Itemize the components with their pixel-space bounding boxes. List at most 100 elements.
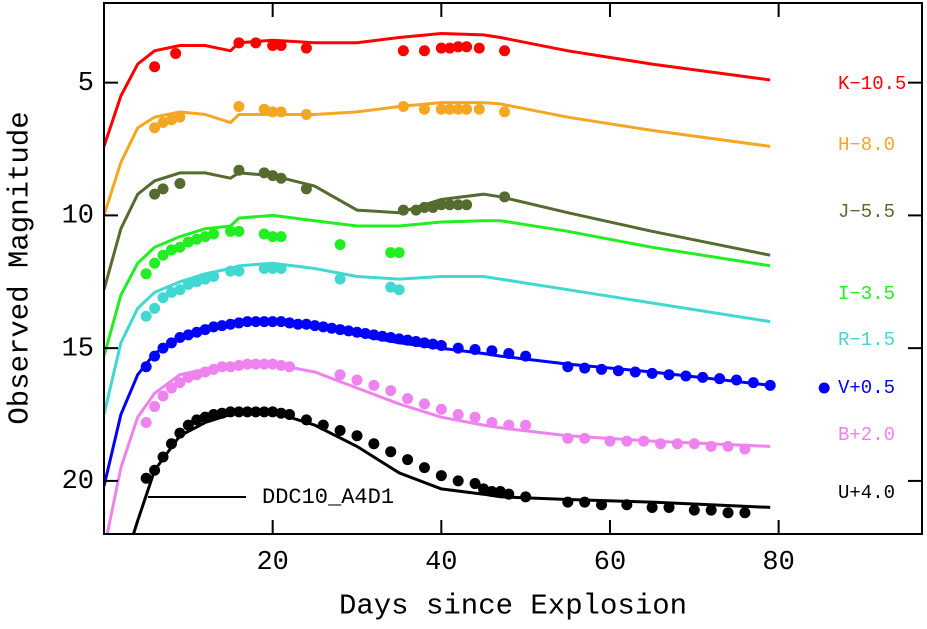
band-label: R−1.5 xyxy=(838,329,895,351)
observation xyxy=(646,367,658,379)
observation xyxy=(334,369,346,381)
observation xyxy=(300,414,312,426)
observation xyxy=(157,116,169,128)
observation xyxy=(435,42,447,54)
observation xyxy=(469,411,481,423)
observation xyxy=(444,103,456,115)
observation xyxy=(402,334,414,346)
observation xyxy=(233,406,245,418)
observation xyxy=(216,407,228,419)
model-curve xyxy=(104,171,771,291)
band-label: V+0.5 xyxy=(838,377,895,399)
observation xyxy=(233,164,245,176)
observation xyxy=(267,39,279,51)
observation xyxy=(393,333,405,345)
observation xyxy=(191,233,203,245)
observation xyxy=(418,337,430,349)
observation xyxy=(224,265,236,277)
observation xyxy=(300,183,312,195)
observation xyxy=(473,103,485,115)
x-axis-label: Days since Explosion xyxy=(339,590,687,623)
observation xyxy=(199,411,211,423)
observation xyxy=(368,329,380,341)
observation xyxy=(461,103,473,115)
observation xyxy=(258,103,270,115)
observation xyxy=(444,199,456,211)
observation xyxy=(351,430,363,442)
observation xyxy=(149,401,161,413)
band-label: B+2.0 xyxy=(838,424,895,446)
observation xyxy=(452,475,464,487)
observation xyxy=(747,377,759,389)
observation xyxy=(688,438,700,450)
observation xyxy=(621,499,633,511)
observation xyxy=(275,172,287,184)
observation xyxy=(739,443,751,455)
observation xyxy=(499,45,511,57)
observation xyxy=(334,324,346,336)
observation xyxy=(579,362,591,374)
observation xyxy=(418,103,430,115)
observation xyxy=(494,486,506,498)
observation xyxy=(343,325,355,337)
observation xyxy=(680,370,692,382)
observation xyxy=(199,366,211,378)
observation xyxy=(300,318,312,330)
observation xyxy=(267,106,279,118)
x-tick-label: 60 xyxy=(594,548,626,578)
observation xyxy=(663,369,675,381)
observation xyxy=(393,284,405,296)
observation xyxy=(705,440,717,452)
y-tick-label: 20 xyxy=(62,467,94,497)
observation xyxy=(435,103,447,115)
observation xyxy=(275,263,287,274)
observation xyxy=(267,263,279,274)
model-curve xyxy=(105,362,771,534)
observation xyxy=(224,318,236,330)
observation xyxy=(309,320,321,332)
observation xyxy=(435,339,447,351)
observation xyxy=(326,322,338,334)
observation xyxy=(705,504,717,516)
observation xyxy=(435,470,447,482)
observation xyxy=(499,106,511,118)
observation xyxy=(596,363,608,375)
observation xyxy=(520,491,532,503)
observation xyxy=(469,343,481,355)
observation xyxy=(503,419,515,431)
observation xyxy=(284,409,296,421)
band-label: J−5.5 xyxy=(838,201,895,223)
observation xyxy=(486,486,498,498)
observation xyxy=(461,199,473,211)
observation xyxy=(165,286,177,298)
observation xyxy=(503,488,515,500)
observation xyxy=(191,326,203,338)
observation xyxy=(149,61,161,73)
observation xyxy=(818,382,830,394)
observation xyxy=(275,231,287,243)
observation xyxy=(199,324,211,336)
observation xyxy=(267,358,279,370)
observation xyxy=(275,316,287,328)
observation xyxy=(208,228,220,240)
observation xyxy=(452,103,464,115)
observation xyxy=(477,483,489,495)
plot-area xyxy=(104,31,830,534)
band-label: I−3.5 xyxy=(838,283,895,305)
y-axis-label: Observed Magnitude xyxy=(4,111,37,424)
observation xyxy=(258,263,270,274)
band-label: K−10.5 xyxy=(838,73,906,95)
observation xyxy=(385,385,397,397)
observation xyxy=(182,419,194,431)
observation xyxy=(435,403,447,415)
observation xyxy=(473,42,485,54)
observation xyxy=(140,268,152,280)
model-curve xyxy=(104,261,771,415)
observation xyxy=(140,361,152,373)
y-tick-label: 5 xyxy=(78,69,94,99)
observation xyxy=(452,409,464,421)
observation xyxy=(663,501,675,513)
observation xyxy=(562,361,574,373)
band-label: H−8.0 xyxy=(838,134,895,156)
observation xyxy=(334,239,346,251)
